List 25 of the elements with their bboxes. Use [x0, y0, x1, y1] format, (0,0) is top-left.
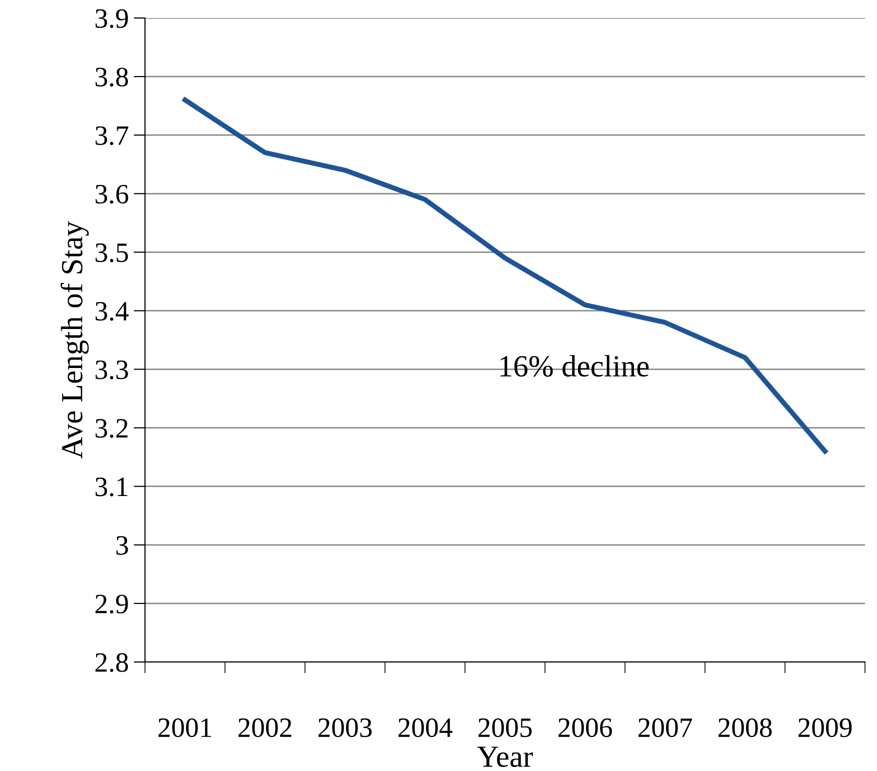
line-series	[182, 98, 828, 454]
x-tick-label: 2006	[558, 718, 612, 738]
x-tick-label: 2003	[318, 718, 372, 738]
y-axis-title: Ave Length of Stay	[60, 221, 89, 459]
x-tick-label: 2007	[638, 718, 692, 738]
x-tick-label: 2004	[398, 718, 452, 738]
x-tick-label: 2002	[238, 718, 292, 738]
annotation: 16% decline	[500, 355, 649, 377]
y-tick-label: 3.2	[96, 419, 128, 438]
y-tick-label: 3.5	[96, 243, 128, 262]
x-tick-label: 2009	[798, 718, 852, 738]
y-tick-label: 2.9	[96, 594, 128, 614]
x-tick-label: 2005	[478, 718, 532, 738]
y-tick-label: 3.3	[96, 360, 128, 380]
x-axis-title: Year	[477, 746, 533, 768]
y-tick-label: 3.8	[96, 68, 128, 87]
y-tick-label: 3.1	[96, 478, 128, 496]
y-tick-label: 2.8	[96, 653, 128, 672]
y-tick-label: 3.9	[96, 9, 128, 28]
y-tick-label: 3.6	[96, 184, 128, 204]
x-tick-label: 2001	[158, 718, 212, 738]
y-tick-label: 3.4	[96, 302, 129, 321]
x-tick-label: 2008	[718, 718, 772, 738]
y-tick-label: 3.7	[96, 126, 128, 146]
y-tick-label: 3	[116, 536, 128, 555]
